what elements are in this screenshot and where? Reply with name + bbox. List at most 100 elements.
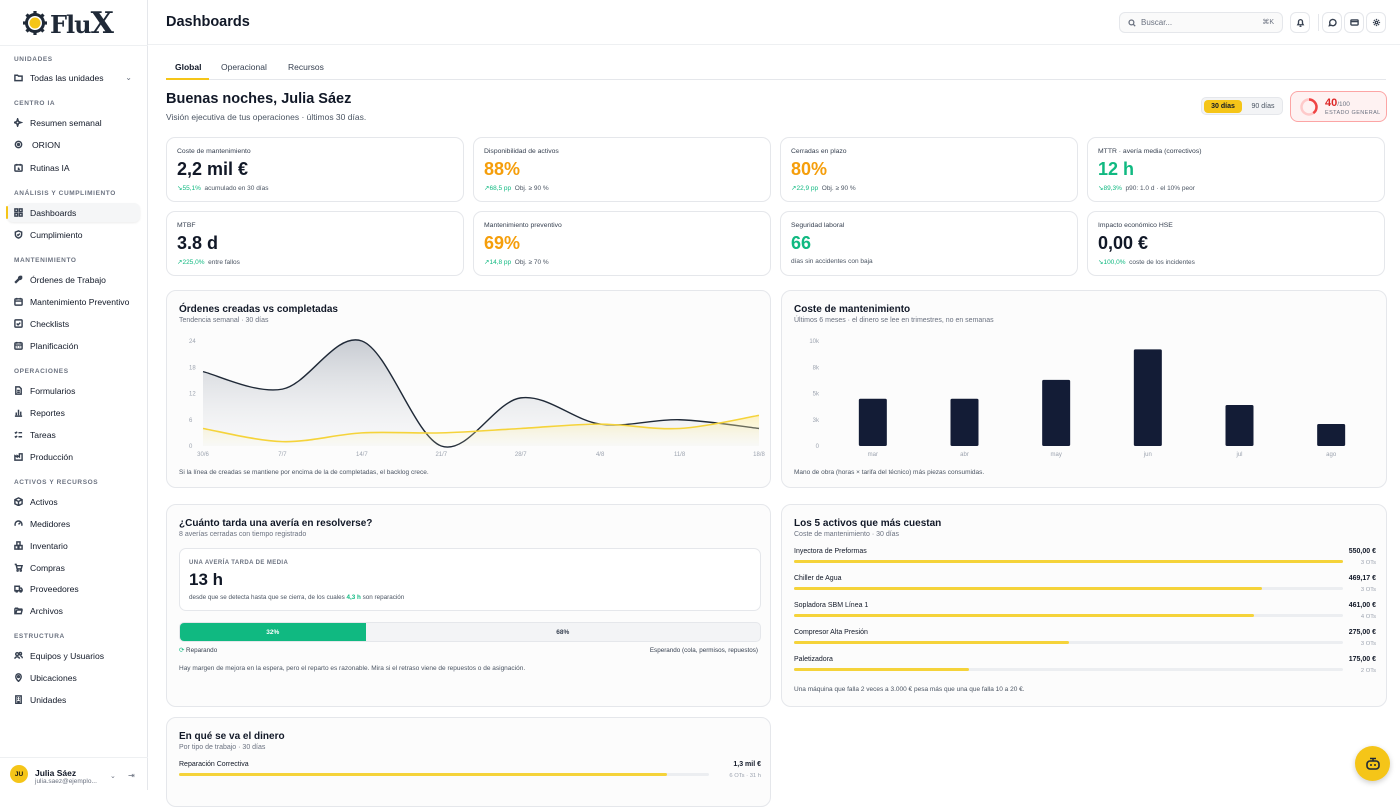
asset-cost: 275,00 € (1348, 629, 1376, 636)
billing-button[interactable] (1344, 12, 1364, 33)
card-footer: Mano de obra (horas × tarifa del técnico… (794, 469, 985, 476)
message-circle-icon (1327, 18, 1337, 27)
sidebar-item-proveedores[interactable]: Proveedores (7, 579, 140, 598)
kpi-card[interactable]: Cerradas en plazo 80% ↗22,9 pp Obj. ≥ 90… (780, 137, 1078, 202)
sidebar-item-activos[interactable]: Activos (7, 492, 140, 511)
kpi-card[interactable]: Disponibilidad de activos 88% ↗68,5 pp O… (473, 137, 771, 202)
calendar-clock-icon (14, 163, 23, 172)
repair-time-card: ¿Cuánto tarda una avería en resolverse? … (166, 504, 771, 707)
kpi-card[interactable]: Mantenimiento preventivo 69% ↗14,8 pp Ob… (473, 211, 771, 276)
brand-logo[interactable]: FluX (22, 6, 114, 41)
cost-bar[interactable] (1225, 405, 1254, 446)
sidebar-item-tareas[interactable]: Tareas (7, 425, 140, 444)
sidebar-item-checklists[interactable]: Checklists (7, 314, 140, 333)
sidebar-item-reportes[interactable]: Reportes (7, 403, 140, 422)
kpi-detail: ↗22,9 pp Obj. ≥ 90 % (791, 184, 856, 192)
section-title-estructura: ESTRUCTURA (14, 633, 65, 640)
y-tick-label: 3k (813, 418, 820, 424)
sidebar-item-planificacion[interactable]: Planificación (7, 336, 140, 355)
sidebar-item-preventivo[interactable]: Mantenimiento Preventivo (7, 292, 140, 311)
assistant-button[interactable] (1355, 746, 1390, 781)
kpi-card[interactable]: Impacto económico HSE 0,00 € ↘100,0% cos… (1087, 211, 1385, 276)
asset-cost: 175,00 € (1348, 656, 1376, 663)
x-tick-label: 14/7 (356, 452, 368, 458)
dashboard-grid-icon (14, 208, 23, 217)
tab-recursos[interactable]: Recursos (288, 62, 324, 72)
cost-bar-track (794, 641, 1343, 644)
kpi-card[interactable]: MTBF 3.8 d ↗225,0% entre fallos (166, 211, 464, 276)
messages-button[interactable] (1322, 12, 1342, 33)
asset-cost-row[interactable]: Chiller de Agua 469,17 € 3 OTs (794, 575, 1376, 601)
kpi-card[interactable]: MTTR · avería media (correctivos) 12 h ↘… (1087, 137, 1385, 202)
credit-card-icon (1349, 19, 1359, 26)
settings-button[interactable] (1366, 12, 1386, 33)
sidebar-item-compras[interactable]: Compras (7, 558, 140, 577)
kpi-card[interactable]: Coste de mantenimiento 2,2 mil € ↘55,1% … (166, 137, 464, 202)
kpi-card[interactable]: Seguridad laboral 66 días sin accidentes… (780, 211, 1078, 276)
sidebar-item-cumplimiento[interactable]: Cumplimiento (7, 225, 140, 244)
trend-icon: ↗ (791, 185, 797, 192)
dashboard-tabs: Global Operacional Recursos (166, 56, 1386, 80)
sidebar-item-medidores[interactable]: Medidores (7, 514, 140, 533)
health-label: ESTADO GENERAL (1325, 110, 1381, 116)
cost-bar[interactable] (1317, 423, 1346, 446)
chevron-updown-icon[interactable]: ⌄ (110, 773, 116, 780)
sidebar-item-resumen-semanal[interactable]: Resumen semanal (7, 113, 140, 132)
notifications-button[interactable] (1290, 12, 1310, 33)
cost-bar[interactable] (1133, 349, 1162, 446)
sidebar-item-orion[interactable]: ORION (7, 135, 140, 154)
y-tick-label: 6 (189, 418, 193, 424)
x-tick-label: abr (960, 452, 969, 458)
tab-global[interactable]: Global (175, 62, 202, 72)
y-tick-label: 12 (189, 392, 196, 398)
health-ring (1300, 98, 1318, 116)
cost-bar-fill (794, 587, 1263, 590)
tab-operacional[interactable]: Operacional (221, 62, 267, 72)
sidebar-item-produccion[interactable]: Producción (7, 447, 140, 466)
health-score: 40/100 (1325, 97, 1350, 109)
cost-bar[interactable] (1042, 379, 1071, 446)
logout-icon[interactable]: ⇥ (128, 771, 135, 780)
sidebar-item-unidades[interactable]: Unidades (7, 690, 140, 709)
asset-cost-row[interactable]: Sopladora SBM Línea 1 461,00 € 4 OTs (794, 602, 1376, 628)
card-title: Órdenes creadas vs completadas (179, 304, 338, 315)
asset-cost-row[interactable]: Compresor Alta Presión 275,00 € 3 OTs (794, 629, 1376, 655)
sidebar-item-ordenes[interactable]: Órdenes de Trabajo (7, 270, 140, 289)
x-tick-label: 11/8 (674, 452, 686, 458)
trend-icon: ↗ (484, 185, 490, 192)
y-tick-label: 8k (813, 365, 820, 371)
y-tick-label: 5k (813, 392, 820, 398)
sidebar-item-ubicaciones[interactable]: Ubicaciones (7, 668, 140, 687)
sidebar-item-formularios[interactable]: Formularios (7, 381, 140, 400)
sidebar-item-equipos[interactable]: Equipos y Usuarios (7, 646, 140, 665)
sidebar-item-inventario[interactable]: Inventario (7, 536, 140, 555)
kpi-label: Cerradas en plazo (791, 148, 847, 155)
asset-cost: 469,17 € (1348, 575, 1376, 582)
asset-cost-row[interactable]: Inyectora de Preformas 550,00 € 3 OTs (794, 548, 1376, 574)
search-shortcut: ⌘K (1262, 19, 1274, 26)
user-profile[interactable]: JU Julia Sáez julia.saez@ejemplo... ⌄ ⇥ (0, 757, 148, 790)
sidebar-item-archivos[interactable]: Archivos (7, 601, 140, 620)
search-input[interactable]: Buscar... ⌘K (1119, 12, 1283, 33)
robot-icon (1365, 757, 1380, 770)
units-select[interactable]: Todas las unidades ⌄ (7, 68, 140, 87)
spend-row[interactable]: Reparación Correctiva 1,3 mil € 6 OTs · … (179, 761, 761, 787)
range-30-button[interactable]: 30 días (1204, 100, 1242, 113)
user-name: Julia Sáez (35, 768, 77, 778)
box-label: UNA AVERÍA TARDA DE MEDIA (189, 560, 289, 566)
x-tick-label: 30/6 (197, 452, 209, 458)
cost-bar[interactable] (858, 398, 887, 446)
gear-icon (1372, 18, 1380, 27)
asset-ot-count: 3 OTs (1360, 560, 1376, 566)
card-footer: Si la línea de creadas se mantiene por e… (179, 469, 429, 476)
range-90-button[interactable]: 90 días (1251, 103, 1275, 110)
sidebar-item-dashboards[interactable]: Dashboards (6, 203, 140, 222)
kpi-detail: días sin accidentes con baja (791, 258, 873, 265)
health-score-badge[interactable]: 40/100 ESTADO GENERAL (1290, 91, 1387, 122)
cost-bar[interactable] (950, 398, 979, 446)
sidebar-item-rutinas-ia[interactable]: Rutinas IA (7, 158, 140, 177)
asset-name: Sopladora SBM Línea 1 (794, 602, 869, 609)
y-tick-label: 10k (809, 339, 820, 345)
asset-cost-row[interactable]: Paletizadora 175,00 € 2 OTs (794, 656, 1376, 682)
kpi-delta: 100,0% (1103, 259, 1126, 266)
